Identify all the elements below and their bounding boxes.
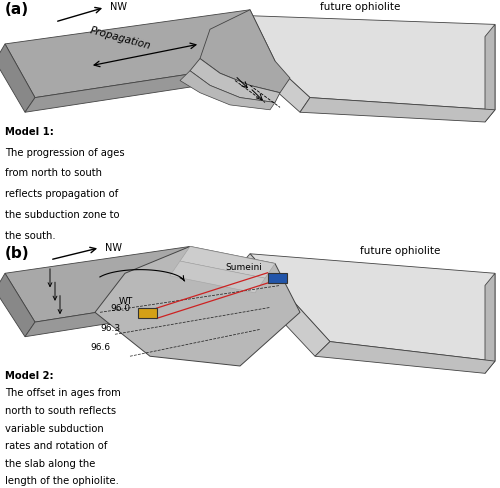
Text: future ophiolite: future ophiolite [320, 2, 400, 12]
Polygon shape [190, 59, 280, 102]
Text: from north to south: from north to south [5, 168, 102, 178]
Text: Propagation: Propagation [88, 25, 152, 51]
FancyBboxPatch shape [138, 308, 156, 319]
Polygon shape [5, 10, 275, 98]
Text: The progression of ages: The progression of ages [5, 147, 124, 158]
Polygon shape [25, 61, 275, 112]
Polygon shape [200, 10, 290, 93]
Polygon shape [315, 342, 495, 373]
Polygon shape [250, 254, 495, 361]
Text: variable subduction: variable subduction [5, 424, 104, 433]
Polygon shape [300, 98, 495, 122]
Polygon shape [180, 71, 275, 110]
Text: Model 1:: Model 1: [5, 127, 54, 137]
Text: reflects propagation of: reflects propagation of [5, 189, 118, 199]
Text: NW: NW [110, 2, 127, 12]
Text: Model 2:: Model 2: [5, 371, 54, 381]
Text: length of the ophiolite.: length of the ophiolite. [5, 476, 119, 486]
Text: rates and rotation of: rates and rotation of [5, 441, 108, 451]
Text: The offset in ages from: The offset in ages from [5, 388, 121, 398]
FancyBboxPatch shape [268, 273, 286, 283]
Polygon shape [0, 44, 35, 112]
Text: (a): (a) [5, 2, 29, 18]
Text: Sumeini: Sumeini [226, 263, 262, 271]
Text: 96.3: 96.3 [100, 324, 120, 333]
Polygon shape [485, 273, 495, 373]
Polygon shape [210, 15, 310, 112]
Polygon shape [180, 246, 275, 278]
Polygon shape [5, 246, 220, 322]
Text: WT: WT [118, 297, 132, 305]
Text: the south.: the south. [5, 231, 56, 241]
Polygon shape [95, 246, 300, 366]
Text: the slab along the: the slab along the [5, 459, 96, 468]
Polygon shape [220, 15, 495, 110]
Polygon shape [25, 293, 220, 337]
Text: (b): (b) [5, 246, 29, 262]
Text: 96.6: 96.6 [90, 343, 110, 352]
Polygon shape [235, 254, 330, 356]
Text: NW: NW [105, 243, 122, 253]
Polygon shape [170, 261, 265, 293]
Text: north to south reflects: north to south reflects [5, 406, 116, 416]
Text: the subduction zone to: the subduction zone to [5, 210, 119, 220]
Text: future ophiolite: future ophiolite [360, 246, 440, 256]
Polygon shape [0, 273, 35, 337]
Polygon shape [485, 24, 495, 122]
Text: 96.0: 96.0 [110, 304, 130, 313]
